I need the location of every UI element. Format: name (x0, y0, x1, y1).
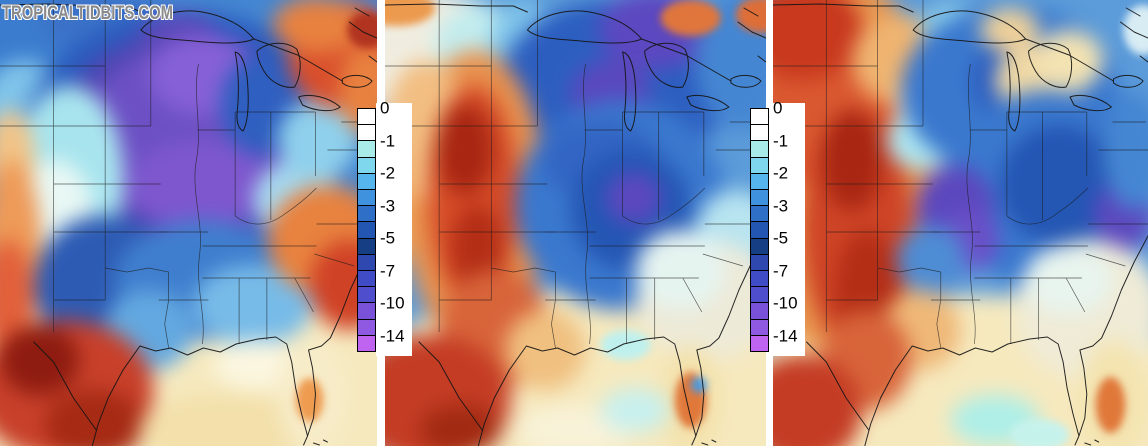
legend-color-segment (751, 271, 768, 288)
legend-tick-label: -5 (380, 228, 396, 248)
legend-tick-label: -1 (380, 131, 396, 151)
legend-color-segment (358, 287, 375, 304)
legend-color-segment (751, 335, 768, 352)
anomaly-map-2 (385, 0, 766, 446)
legend-tick-label: -3 (380, 196, 396, 216)
legend-color-segment (751, 238, 768, 255)
legend-color-segment (358, 271, 375, 288)
legend-tick-label: -7 (773, 261, 789, 281)
legend-color-segment (358, 238, 375, 255)
legend-color-segment (358, 141, 375, 158)
legend-color-segment (751, 206, 768, 223)
legend-color-segment (751, 157, 768, 174)
legend-color-segment (751, 287, 768, 304)
legend-color-segment (751, 109, 768, 126)
legend-color-segment (751, 141, 768, 158)
legend-color-segment (751, 190, 768, 207)
legend-tick-label: -3 (773, 196, 789, 216)
legend-tick-label: -1 (773, 131, 789, 151)
legend-tick-label: -5 (773, 228, 789, 248)
colorbar (750, 108, 769, 352)
legend-color-segment (751, 173, 768, 191)
legend-tick-label: -10 (380, 293, 405, 313)
tropicaltidbits-watermark: TROPICALTIDBITS.COM (2, 3, 173, 24)
colorbar-label-box: 0 -1 -2 -3 -5 -7 -10 -14 (376, 98, 412, 356)
legend-color-segment (358, 190, 375, 207)
anomaly-map-panel-2 (385, 0, 766, 446)
legend-color-segment (358, 125, 375, 142)
anomaly-map-panel-3 (773, 0, 1148, 446)
legend-color-segment (358, 109, 375, 126)
anomaly-map-1 (0, 0, 377, 446)
legend-color-segment (751, 303, 768, 320)
legend-tick-label: -7 (380, 261, 396, 281)
legend-color-segment (358, 319, 375, 336)
legend-tick-label: -10 (773, 293, 798, 313)
legend-tick-label: -14 (380, 326, 405, 346)
legend-tick-label: 0 (773, 98, 783, 118)
legend-tick-label: -2 (380, 163, 396, 183)
anomaly-map-3 (773, 0, 1148, 446)
legend-color-segment (751, 125, 768, 142)
legend-color-segment (358, 303, 375, 320)
legend-tick-label: 0 (380, 98, 390, 118)
legend-color-segment (751, 319, 768, 336)
legend-color-segment (358, 222, 375, 239)
legend-color-segment (358, 173, 375, 191)
colorbar-label-box: 0 -1 -2 -3 -5 -7 -10 -14 (769, 98, 805, 356)
legend-tick-label: -2 (773, 163, 789, 183)
legend-color-segment (358, 157, 375, 174)
legend-color-segment (751, 222, 768, 239)
legend-tick-label: -14 (773, 326, 798, 346)
legend-color-segment (751, 254, 768, 272)
legend-color-segment (358, 335, 375, 352)
legend-color-segment (358, 206, 375, 223)
colorbar (357, 108, 376, 352)
anomaly-map-panel-1 (0, 0, 377, 446)
legend-color-segment (358, 254, 375, 272)
